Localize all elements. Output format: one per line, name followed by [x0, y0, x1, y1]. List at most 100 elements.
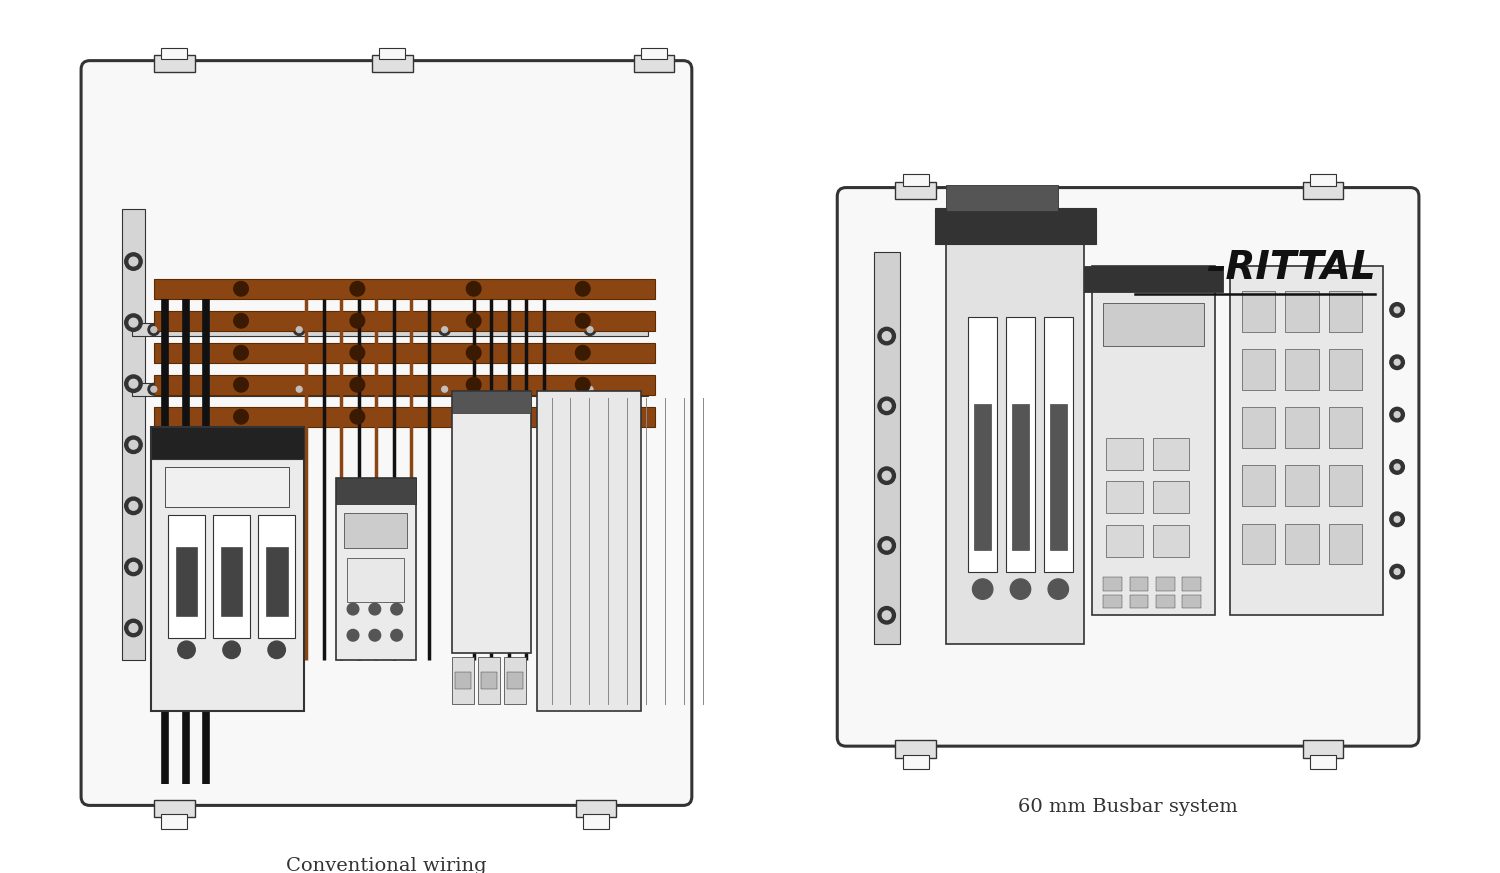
Circle shape: [1048, 579, 1068, 599]
Text: 60 mm Busbar system: 60 mm Busbar system: [1019, 798, 1238, 816]
Circle shape: [234, 346, 249, 360]
Bar: [154, 278, 656, 299]
Bar: [1154, 438, 1190, 470]
Circle shape: [152, 387, 156, 392]
Circle shape: [148, 383, 159, 395]
Bar: [154, 311, 656, 331]
Circle shape: [124, 558, 142, 575]
Bar: [576, 800, 616, 817]
Bar: [122, 210, 146, 660]
Circle shape: [129, 501, 138, 510]
Bar: [1092, 266, 1215, 615]
Bar: [1155, 577, 1174, 590]
Circle shape: [129, 440, 138, 449]
Bar: [896, 740, 936, 758]
Bar: [946, 185, 1058, 211]
Bar: [903, 755, 928, 769]
Circle shape: [346, 603, 358, 615]
Bar: [946, 237, 1084, 644]
Circle shape: [1394, 568, 1400, 574]
Circle shape: [346, 629, 358, 641]
Circle shape: [129, 562, 138, 571]
Bar: [584, 815, 609, 828]
Bar: [1242, 291, 1275, 332]
Bar: [154, 55, 195, 72]
Bar: [1242, 524, 1275, 564]
Circle shape: [586, 387, 592, 392]
Text: –RITTAL: –RITTAL: [1206, 249, 1376, 286]
Bar: [968, 317, 998, 572]
Circle shape: [234, 281, 249, 296]
Bar: [1107, 482, 1143, 513]
Bar: [452, 391, 531, 413]
Circle shape: [576, 409, 590, 424]
Circle shape: [124, 253, 142, 271]
Circle shape: [882, 471, 891, 480]
Bar: [1154, 482, 1190, 513]
Bar: [1107, 438, 1143, 470]
Circle shape: [124, 314, 142, 332]
Bar: [1107, 526, 1143, 557]
Bar: [1130, 577, 1149, 590]
Circle shape: [441, 387, 447, 392]
Bar: [345, 513, 406, 548]
Bar: [152, 427, 303, 711]
Bar: [934, 208, 1096, 244]
Bar: [454, 671, 471, 689]
Bar: [1155, 595, 1174, 608]
Circle shape: [878, 467, 896, 485]
Circle shape: [234, 377, 249, 392]
Bar: [1104, 595, 1122, 608]
Bar: [154, 342, 656, 363]
Text: Conventional wiring: Conventional wiring: [286, 857, 488, 873]
Circle shape: [148, 324, 159, 335]
Bar: [504, 657, 526, 704]
Bar: [336, 478, 416, 505]
Bar: [132, 382, 648, 395]
Bar: [1230, 266, 1383, 615]
Circle shape: [294, 324, 304, 335]
Bar: [154, 375, 656, 395]
Circle shape: [440, 324, 450, 335]
Bar: [1084, 266, 1222, 292]
Bar: [1302, 740, 1344, 758]
Bar: [974, 404, 992, 550]
Bar: [258, 514, 296, 638]
Circle shape: [268, 641, 285, 658]
Circle shape: [1390, 512, 1404, 526]
Bar: [478, 657, 500, 704]
Circle shape: [1390, 564, 1404, 579]
Circle shape: [178, 641, 195, 658]
Circle shape: [129, 319, 138, 327]
Circle shape: [576, 377, 590, 392]
Circle shape: [466, 346, 482, 360]
Bar: [1329, 349, 1362, 390]
Bar: [873, 251, 900, 644]
Bar: [152, 427, 303, 459]
Circle shape: [1390, 355, 1404, 369]
FancyBboxPatch shape: [81, 60, 692, 806]
Bar: [1286, 408, 1318, 448]
Bar: [176, 546, 198, 616]
Circle shape: [878, 607, 896, 624]
Circle shape: [1390, 460, 1404, 474]
Circle shape: [350, 313, 364, 328]
Circle shape: [972, 579, 993, 599]
Bar: [168, 514, 204, 638]
Bar: [266, 546, 288, 616]
FancyBboxPatch shape: [837, 188, 1419, 746]
Circle shape: [234, 313, 249, 328]
Bar: [1302, 182, 1344, 199]
Bar: [346, 558, 404, 601]
Circle shape: [1390, 408, 1404, 422]
Circle shape: [878, 537, 896, 554]
Bar: [1329, 291, 1362, 332]
Circle shape: [1394, 412, 1400, 417]
Circle shape: [584, 383, 596, 395]
Circle shape: [586, 327, 592, 333]
Circle shape: [129, 380, 138, 388]
Bar: [507, 671, 524, 689]
Bar: [160, 815, 188, 828]
Bar: [903, 175, 928, 186]
Bar: [640, 47, 668, 59]
